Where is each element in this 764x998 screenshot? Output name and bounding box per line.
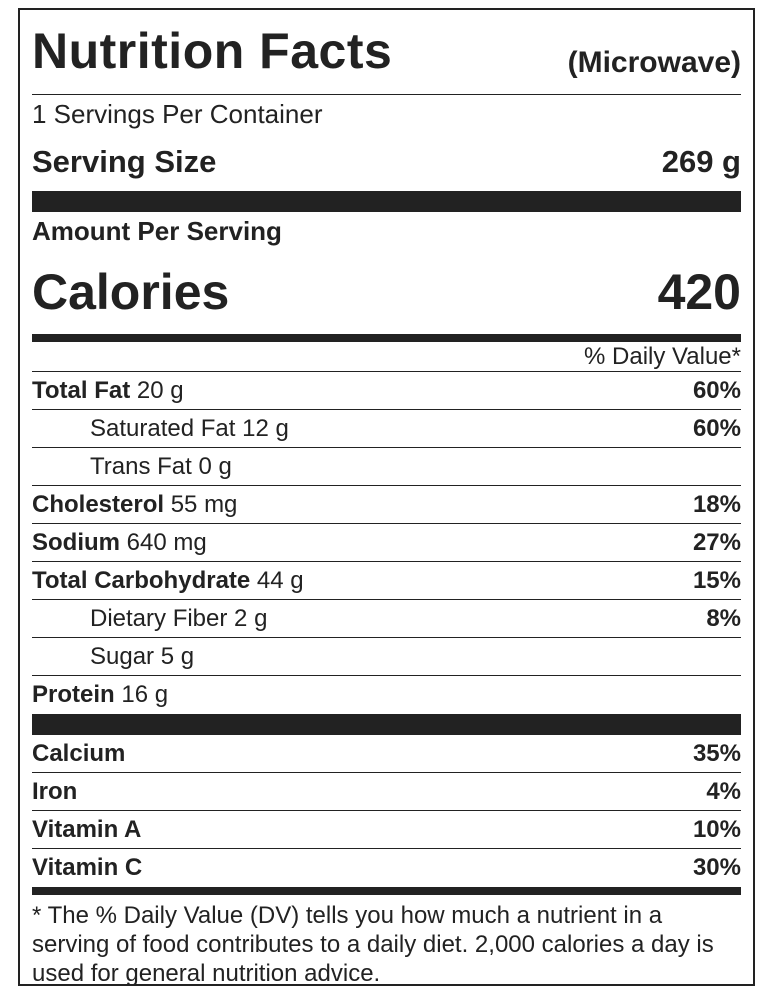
nutrient-dv: 18% xyxy=(692,490,741,518)
nutrient-amount: 44 g xyxy=(256,566,304,594)
calories-value: 420 xyxy=(657,264,741,320)
nutrient-amount: 0 g xyxy=(198,452,232,480)
nutrient-row: Total Carbohydrate 44 g 15% xyxy=(32,562,741,600)
amount-text: Amount Per Serving xyxy=(32,215,282,246)
vitamins: Calcium 35% Iron 4% Vitamin A 10% Vitamin C 30% xyxy=(32,735,741,887)
vitamin-name: Iron xyxy=(32,777,78,805)
nutrient: Protein 16 g xyxy=(32,681,168,709)
nutrient-dv: 27% xyxy=(692,528,741,556)
serving-size: Serving Size 269 g xyxy=(32,133,741,191)
nutrient-amount: 16 g xyxy=(121,681,169,708)
vitamin-row: Calcium 35% xyxy=(32,735,741,773)
vitamin-row: Vitamin A 10% xyxy=(32,811,741,849)
nutrient-amount: 2 g xyxy=(234,604,268,632)
nutrient: Cholesterol 55 mg xyxy=(32,491,237,519)
nutrient-name: Total Fat xyxy=(32,376,131,404)
nutrient: Sugar 5 g xyxy=(90,643,194,671)
divider xyxy=(32,334,741,342)
nutrient-name: Total Carbohydrate xyxy=(32,566,251,594)
dv-header-text: % Daily Value* xyxy=(584,342,741,370)
nutrient-dv: 8% xyxy=(706,604,741,632)
vitamin-dv: 30% xyxy=(692,854,741,881)
serving-size-value: 269 g xyxy=(661,144,741,179)
nutrient-row: Cholesterol 55 mg 18% xyxy=(32,486,741,524)
nutrient-amount: 12 g xyxy=(242,414,289,442)
nutrient-name: Saturated Fat xyxy=(90,414,236,442)
nutrient-dv: 60% xyxy=(692,376,741,404)
amount-per-serving: Amount Per Serving xyxy=(32,212,741,250)
nutrient-name: Trans Fat xyxy=(90,452,192,480)
vitamin-name: Calcium xyxy=(32,739,126,767)
nutrient-name: Protein xyxy=(32,681,115,708)
nutrient-row: Protein 16 g xyxy=(32,676,741,714)
vitamin-name: Vitamin A xyxy=(32,815,142,843)
nutrient-name: Sugar xyxy=(90,642,155,670)
nutrient-row: Saturated Fat 12 g 60% xyxy=(32,410,741,448)
servings-text: 1 Servings Per Container xyxy=(32,98,323,129)
nutrient-row: Sugar 5 g xyxy=(32,638,741,676)
nutrient-amount: 55 mg xyxy=(170,490,238,518)
nutrient-amount: 20 g xyxy=(136,376,184,404)
vitamin-row: Vitamin C 30% xyxy=(32,849,741,887)
footnote: * The % Daily Value (DV) tells you how m… xyxy=(32,902,714,987)
nutrient-dv: 15% xyxy=(692,566,741,594)
subtitle: (Microwave) xyxy=(567,46,741,79)
title: Nutrition Facts xyxy=(32,23,393,79)
serving-size-label: Serving Size xyxy=(32,144,217,179)
nutrient-row: Dietary Fiber 2 g 8% xyxy=(32,600,741,638)
nutrient-row: Sodium 640 mg 27% xyxy=(32,524,741,562)
vitamin-dv: 10% xyxy=(692,815,741,843)
title-row: Nutrition Facts (Microwave) xyxy=(32,10,741,95)
nutrient-row: Total Fat 20 g 60% xyxy=(32,372,741,410)
vitamin-row: Iron 4% xyxy=(32,773,741,811)
vitamin-dv: 35% xyxy=(692,739,741,767)
calories: Calories 420 xyxy=(32,250,741,334)
nutrient: Total Fat 20 g xyxy=(32,377,184,405)
nutrient-dv: 60% xyxy=(692,414,741,442)
nutrient: Trans Fat 0 g xyxy=(90,453,232,481)
divider xyxy=(32,887,741,895)
nutrient-name: Dietary Fiber xyxy=(90,604,228,632)
nutrient-row: Trans Fat 0 g xyxy=(32,448,741,486)
nutrient-name: Cholesterol xyxy=(32,490,165,518)
servings: 1 Servings Per Container xyxy=(32,95,741,133)
nutrient: Saturated Fat 12 g xyxy=(90,415,289,443)
nutrient-amount: 5 g xyxy=(160,642,195,670)
nutrient: Dietary Fiber 2 g xyxy=(90,605,267,633)
nutrient: Total Carbohydrate 44 g xyxy=(32,567,304,595)
nutrient-amount: 640 mg xyxy=(126,528,207,556)
dv-header: % Daily Value* xyxy=(32,342,741,372)
nutrition-label: Nutrition Facts (Microwave) 1 Servings P… xyxy=(18,8,755,987)
nutrients: Total Fat 20 g 60% Saturated Fat 12 g 60% Tr… xyxy=(32,372,741,714)
calories-label: Calories xyxy=(32,264,230,320)
vitamin-name: Vitamin C xyxy=(32,854,143,881)
nutrient: Sodium 640 mg xyxy=(32,529,207,557)
divider xyxy=(32,714,741,735)
vitamin-dv: 4% xyxy=(706,777,741,805)
divider xyxy=(32,191,741,212)
nutrient-name: Sodium xyxy=(32,528,120,556)
